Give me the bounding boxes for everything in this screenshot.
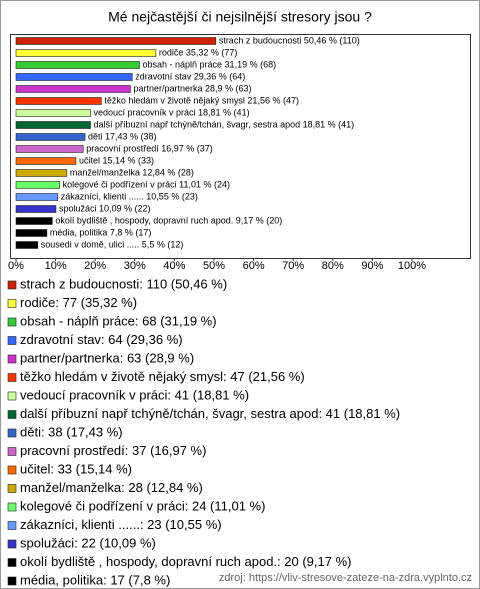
plot-area bbox=[10, 34, 471, 259]
legend-swatch bbox=[7, 336, 17, 345]
legend-swatch bbox=[7, 428, 17, 438]
legend-swatch bbox=[7, 465, 17, 475]
x-tick-label: 70% bbox=[282, 260, 304, 272]
legend-swatch bbox=[7, 280, 17, 290]
bar bbox=[15, 121, 91, 129]
bar bbox=[15, 241, 39, 249]
x-tick-label: 90% bbox=[361, 260, 383, 272]
legend-label: těžko hledám v životě nějaký smysl: 47 (… bbox=[20, 369, 305, 384]
bar-label: zákazníci, klienti ...... 10,55 % (23) bbox=[61, 191, 198, 201]
bar bbox=[15, 37, 217, 45]
bar bbox=[15, 97, 102, 105]
source: zdroj: https://vliv-stresove-zateze-na-z… bbox=[219, 572, 472, 584]
x-tick-label: 0% bbox=[8, 260, 24, 272]
legend-label: vedoucí pracovník v práci: 41 (18,81 %) bbox=[20, 387, 249, 402]
x-tick-label: 60% bbox=[243, 260, 265, 272]
bar-label: kolegové či podřízení v práci 11,01 % (2… bbox=[63, 179, 230, 189]
bar-label: obsah - náplň práce 31,19 % (68) bbox=[143, 59, 277, 69]
legend-swatch bbox=[7, 373, 17, 382]
bar bbox=[15, 157, 77, 165]
bar-label: těžko hledám v životě nějaký smysl 21,56… bbox=[104, 95, 299, 105]
legend-swatch bbox=[7, 502, 17, 512]
legend-swatch bbox=[7, 484, 17, 493]
bar-label: sousedi v domě, ulici ..... 5,5 % (12) bbox=[41, 239, 184, 249]
bar-label: učitel 15,14 % (33) bbox=[79, 155, 154, 165]
x-tick-label: 10% bbox=[45, 260, 67, 272]
legend-label: spolužáci: 22 (10,09 %) bbox=[20, 535, 156, 550]
x-tick-label: 40% bbox=[163, 260, 185, 272]
bar bbox=[15, 193, 59, 201]
x-tick-label: 100% bbox=[398, 260, 426, 272]
bar-label: další příbuzní např tchýně/tchán, švagr,… bbox=[93, 119, 354, 129]
legend-swatch bbox=[7, 410, 17, 419]
bar-label: vedoucí pracovník v práci 18,81 % (41) bbox=[93, 107, 249, 117]
legend-label: manžel/manželka: 28 (12,84 %) bbox=[20, 480, 203, 495]
legend-label: zákazníci, klienti ......: 23 (10,55 %) bbox=[20, 517, 222, 532]
legend-label: děti: 38 (17,43 %) bbox=[20, 424, 123, 439]
x-tick-label: 80% bbox=[322, 260, 344, 272]
legend-swatch bbox=[7, 521, 17, 530]
x-tick-label: 20% bbox=[84, 260, 106, 272]
legend-swatch bbox=[7, 576, 17, 586]
bar bbox=[15, 49, 157, 57]
legend-swatch bbox=[7, 354, 17, 364]
legend-label: zdravotní stav: 64 (29,36 %) bbox=[20, 332, 183, 347]
x-tick-label: 50% bbox=[203, 260, 225, 272]
bar-label: zdravotní stav 29,36 % (64) bbox=[135, 71, 245, 81]
bar-label: média, politika 7,8 % (17) bbox=[50, 227, 152, 237]
legend-label: obsah - náplň práce: 68 (31,19 %) bbox=[20, 313, 217, 328]
bar bbox=[15, 133, 86, 141]
legend-label: další příbuzní např tchýně/tchán, švagr,… bbox=[20, 406, 400, 421]
bar-label: spolužáci 10,09 % (22) bbox=[59, 203, 151, 213]
bar bbox=[15, 85, 131, 93]
legend-label: média, politika: 17 (7,8 %) bbox=[20, 572, 170, 587]
bar bbox=[15, 169, 68, 177]
bar-label: rodiče 35,32 % (77) bbox=[159, 47, 238, 57]
legend-label: rodiče: 77 (35,32 %) bbox=[20, 295, 137, 310]
bar bbox=[15, 217, 53, 225]
bar-label: strach z budoucnosti 50,46 % (110) bbox=[219, 35, 360, 45]
legend-label: partner/partnerka: 63 (28,9 %) bbox=[20, 350, 194, 365]
bar-label: okolí bydliště , hospody, dopravní ruch … bbox=[55, 215, 282, 225]
legend-label: učitel: 33 (15,14 %) bbox=[20, 461, 132, 476]
legend-swatch bbox=[7, 558, 17, 567]
bar-label: partner/partnerka 28,9 % (63) bbox=[133, 83, 251, 93]
bar bbox=[15, 205, 57, 213]
bar bbox=[15, 73, 133, 81]
legend-swatch bbox=[7, 539, 17, 549]
legend-label: pracovní prostředí: 37 (16,97 %) bbox=[20, 443, 206, 458]
legend-swatch bbox=[7, 391, 17, 401]
bar bbox=[15, 229, 48, 237]
legend-label: strach z budoucnosti: 110 (50,46 %) bbox=[20, 276, 227, 291]
bar bbox=[15, 181, 60, 189]
bar-label: manžel/manželka 12,84 % (28) bbox=[70, 167, 194, 177]
legend-label: kolegové či podřízení v práci: 24 (11,01… bbox=[20, 498, 265, 513]
legend-swatch bbox=[7, 317, 17, 327]
legend-label: okolí bydliště , hospody, dopravní ruch … bbox=[20, 554, 351, 569]
bar-label: děti 17,43 % (38) bbox=[88, 131, 157, 141]
bar bbox=[15, 145, 84, 153]
bar bbox=[15, 109, 91, 117]
bar bbox=[15, 61, 140, 69]
legend-swatch bbox=[7, 447, 17, 456]
x-tick-label: 30% bbox=[124, 260, 146, 272]
bar-label: pracovní prostředí 16,97 % (37) bbox=[86, 143, 213, 153]
chart-title: Mé nejčastější či nejsilnější stresory j… bbox=[108, 9, 372, 25]
legend-swatch bbox=[7, 299, 17, 308]
